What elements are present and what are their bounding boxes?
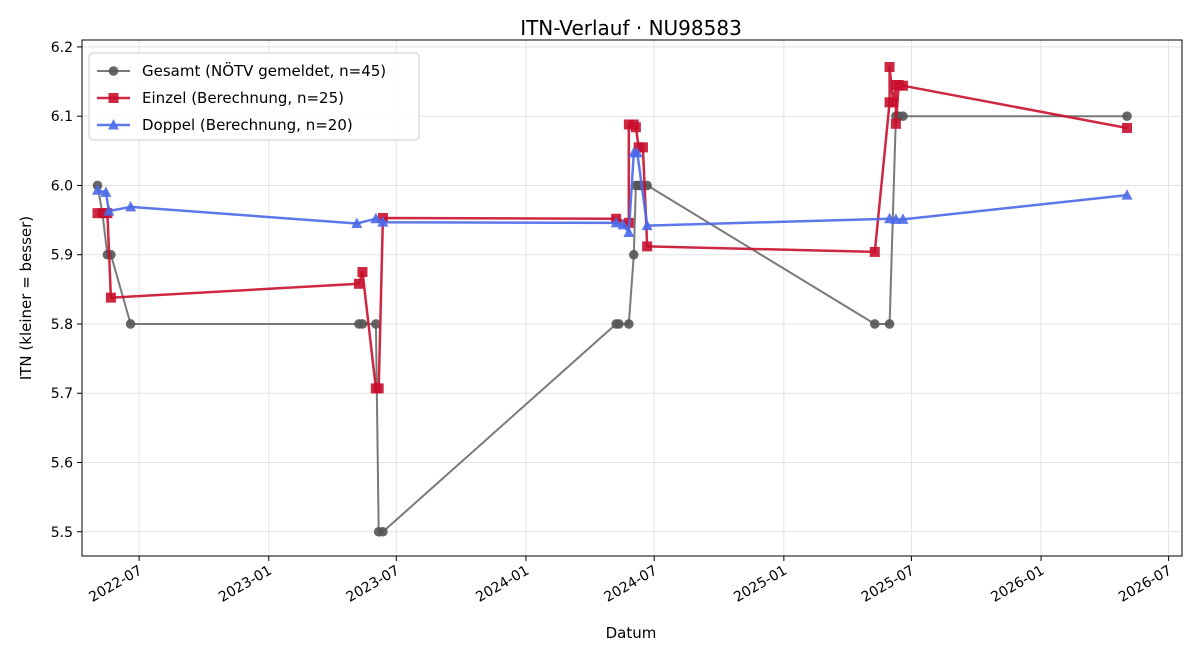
data-point-gesamt: [884, 319, 895, 329]
legend-swatch-marker: [108, 119, 119, 130]
series-einzel: [92, 62, 1133, 394]
legend: Gesamt (NÖTV gemeldet, n=45) Einzel (Bere…: [88, 52, 420, 141]
legend-label: Doppel (Berechnung, n=20): [142, 116, 353, 134]
data-point-doppel: [897, 213, 909, 224]
data-point-gesamt: [371, 319, 381, 329]
y-tick-label: 5.7: [51, 386, 73, 402]
x-tick-label: 2022-07: [86, 563, 145, 606]
data-point-einzel: [105, 292, 116, 303]
data-point-gesamt: [106, 249, 116, 260]
y-tick-label: 5.5: [51, 525, 73, 541]
legend-item-doppel: Doppel (Berechnung, n=20): [97, 116, 353, 134]
x-tick-label: 2026-07: [1116, 563, 1175, 606]
data-point-doppel: [100, 186, 112, 197]
data-point-gesamt: [869, 319, 880, 329]
data-point-einzel: [890, 118, 901, 129]
x-tick-label: 2024-01: [473, 563, 532, 606]
data-point-gesamt: [125, 319, 136, 329]
data-point-einzel: [637, 142, 648, 153]
data-point-gesamt: [378, 526, 388, 537]
legend-item-gesamt: Gesamt (NÖTV gemeldet, n=45): [97, 61, 386, 80]
data-point-doppel: [631, 146, 643, 158]
data-point-doppel: [125, 200, 137, 212]
series-layer: [92, 62, 1133, 537]
data-point-gesamt: [898, 111, 908, 121]
x-tick-label: 2023-01: [216, 563, 275, 606]
legend-swatch-marker: [108, 93, 119, 103]
data-point-gesamt: [624, 319, 634, 329]
data-point-gesamt: [614, 319, 624, 329]
data-point-einzel: [353, 278, 364, 289]
data-point-doppel: [1121, 189, 1133, 200]
data-point-doppel: [623, 226, 635, 238]
y-axis: 5.5 5.6 5.7 5.8 5.9 6.0 6.1 6.2: [51, 40, 82, 541]
x-tick-label: 2024-07: [602, 563, 661, 606]
x-tick-label: 2025-01: [731, 563, 790, 606]
data-point-doppel: [377, 216, 389, 227]
data-point-gesamt: [357, 319, 368, 329]
y-axis-title: ITN (kleiner = besser): [17, 216, 35, 380]
data-point-doppel: [351, 217, 363, 229]
legend-label: Gesamt (NÖTV gemeldet, n=45): [142, 61, 386, 80]
data-point-einzel: [897, 80, 908, 91]
plot-frame: [81, 39, 1183, 557]
x-tick-label: 2023-07: [344, 563, 403, 606]
data-point-doppel: [890, 213, 902, 224]
data-point-einzel: [357, 267, 368, 278]
data-point-einzel: [888, 97, 899, 108]
data-point-doppel: [610, 216, 622, 228]
legend-item-einzel: Einzel (Berechnung, n=25): [97, 89, 344, 107]
legend-box: [88, 52, 420, 141]
x-tick-label: 2025-07: [859, 563, 918, 606]
legend-swatch-marker: [108, 66, 119, 76]
data-point-gesamt: [628, 249, 639, 260]
y-tick-label: 6.2: [51, 40, 73, 56]
y-tick-label: 5.9: [51, 248, 73, 264]
data-point-einzel: [884, 62, 895, 73]
data-point-einzel: [1122, 122, 1133, 133]
x-axis-title: Datum: [606, 624, 657, 642]
y-tick-label: 5.8: [51, 317, 73, 333]
data-point-doppel: [617, 218, 629, 230]
y-tick-label: 6.1: [51, 109, 73, 125]
data-point-einzel: [630, 122, 641, 133]
data-point-einzel: [869, 246, 880, 257]
data-point-doppel: [370, 212, 382, 224]
data-point-einzel: [642, 241, 653, 252]
data-point-doppel: [641, 219, 653, 231]
x-axis: 2022-07 2023-01 2023-07 2024-01 2024-07 2025-…: [86, 556, 1175, 606]
data-point-einzel: [373, 383, 384, 394]
chart-title: ITN-Verlauf · NU98583: [520, 16, 742, 40]
data-point-doppel: [103, 205, 115, 216]
data-point-doppel: [92, 184, 104, 195]
legend-label: Einzel (Berechnung, n=25): [142, 89, 344, 107]
y-tick-label: 5.6: [51, 455, 73, 471]
data-point-gesamt: [1122, 111, 1132, 121]
series-doppel: [92, 146, 1133, 238]
y-tick-label: 6.0: [51, 178, 73, 194]
x-tick-label: 2026-01: [988, 563, 1047, 606]
series-line-gesamt: [96, 115, 1127, 533]
